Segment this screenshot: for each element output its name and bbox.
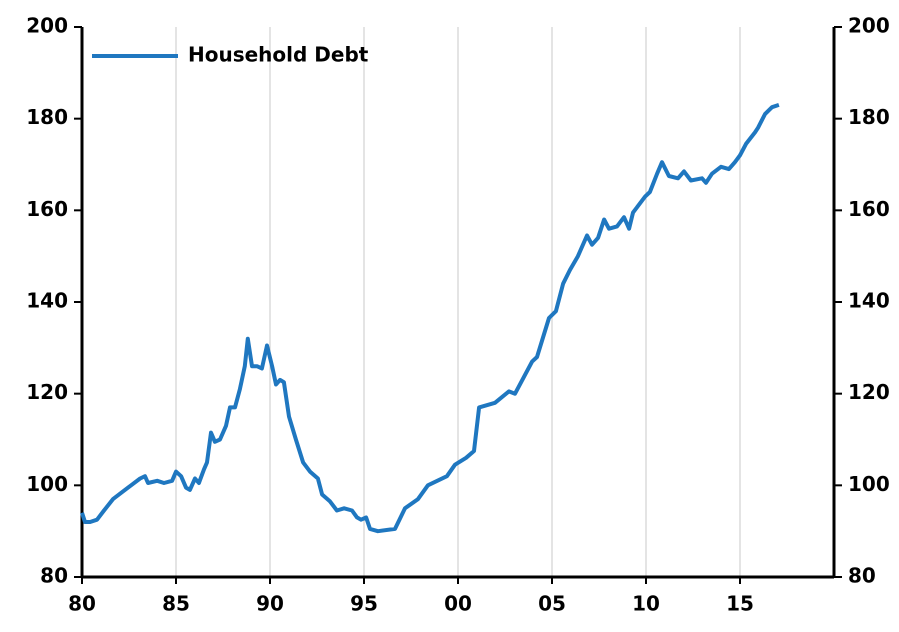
x-tick-label: 80 xyxy=(68,592,96,616)
y2-tick-label: 100 xyxy=(848,472,890,496)
x-tick-label: 05 xyxy=(538,592,566,616)
legend-label: Household Debt xyxy=(188,43,369,67)
y2-tick-label: 180 xyxy=(848,105,890,129)
y-tick-label: 160 xyxy=(26,197,68,221)
y-tick-label: 120 xyxy=(26,380,68,404)
x-tick-label: 95 xyxy=(350,592,378,616)
line xyxy=(80,103,780,534)
y2-tick-label: 140 xyxy=(848,289,890,313)
x-tick-label: 00 xyxy=(444,592,472,616)
y-tick-label: 180 xyxy=(26,105,68,129)
y2-tick-label: 80 xyxy=(848,564,876,588)
x-tick-label: 15 xyxy=(726,592,754,616)
y2-tick-label: 200 xyxy=(848,14,890,38)
y2-tick-label: 120 xyxy=(848,380,890,404)
x-tick-label: 10 xyxy=(632,592,660,616)
x-tick-label: 85 xyxy=(162,592,190,616)
x-tick-label: 90 xyxy=(256,592,284,616)
y-tick-label: 140 xyxy=(26,289,68,313)
y2-tick-label: 160 xyxy=(848,197,890,221)
y-tick-label: 100 xyxy=(26,472,68,496)
y-tick-label: 80 xyxy=(40,564,68,588)
y-tick-label: 200 xyxy=(26,14,68,38)
